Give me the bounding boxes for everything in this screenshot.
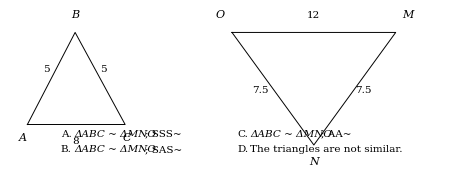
Text: B.: B. <box>61 145 72 154</box>
Text: A.: A. <box>61 130 71 139</box>
Text: 8: 8 <box>72 137 78 146</box>
Text: C: C <box>122 133 131 143</box>
Text: B: B <box>71 10 79 20</box>
Text: A: A <box>19 133 27 143</box>
Text: 7.5: 7.5 <box>355 86 371 95</box>
Text: O: O <box>215 10 224 20</box>
Text: ΔABC ~ ΔMNO: ΔABC ~ ΔMNO <box>250 130 332 139</box>
Text: ; SAS~: ; SAS~ <box>145 145 182 154</box>
Text: N: N <box>308 157 318 167</box>
Text: 5: 5 <box>100 65 107 74</box>
Text: C.: C. <box>238 130 248 139</box>
Text: 12: 12 <box>307 11 320 20</box>
Text: 7.5: 7.5 <box>251 86 268 95</box>
Text: D.: D. <box>238 145 248 154</box>
Text: 5: 5 <box>43 65 50 74</box>
Text: ; SSS~: ; SSS~ <box>145 130 181 139</box>
Text: M: M <box>402 10 413 20</box>
Text: The triangles are not similar.: The triangles are not similar. <box>250 145 402 154</box>
Text: ΔABC ~ ΔMNO: ΔABC ~ ΔMNO <box>75 130 156 139</box>
Text: ; AA~: ; AA~ <box>320 130 350 139</box>
Text: ΔABC ~ ΔMNO: ΔABC ~ ΔMNO <box>75 145 156 154</box>
